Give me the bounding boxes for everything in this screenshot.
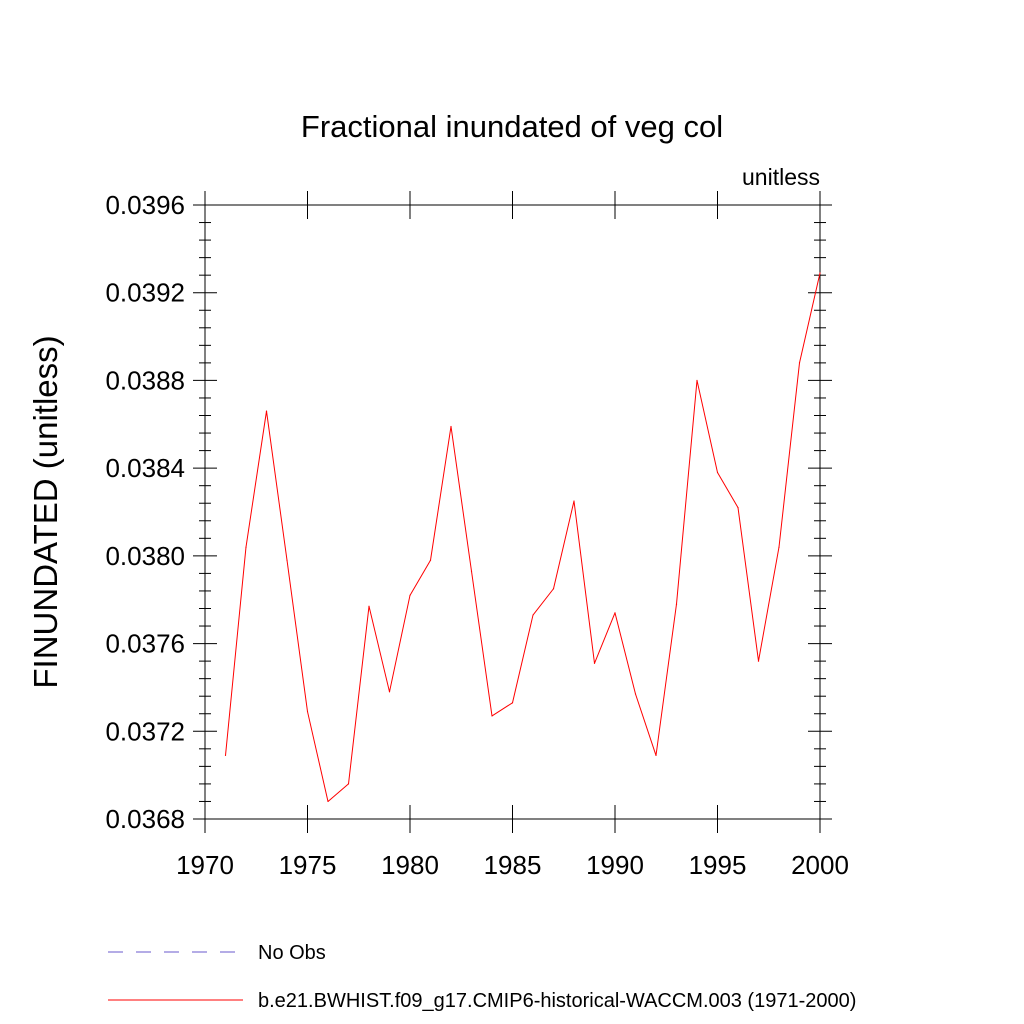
data-point <box>306 710 309 713</box>
x-tick-labels: 1970 1975 1980 1985 1990 1995 2000 <box>176 850 849 880</box>
data-point <box>265 410 268 412</box>
data-point <box>696 379 698 382</box>
data-point <box>491 715 493 717</box>
data-point <box>757 660 760 662</box>
x-tick-label: 1970 <box>176 850 234 880</box>
data-point <box>429 559 432 561</box>
data-point <box>716 471 719 474</box>
x-tick-label: 1995 <box>689 850 747 880</box>
data-point <box>737 507 739 509</box>
y-tick-label: 0.0368 <box>105 804 185 834</box>
y-tick-label: 0.0388 <box>105 365 185 395</box>
units-label: unitless <box>742 164 820 190</box>
x-tick-label: 1985 <box>484 850 542 880</box>
y-tick-labels: 0.0368 0.0372 0.0376 0.0380 0.0384 0.0388 0.03… <box>105 190 185 834</box>
series-group <box>224 272 821 803</box>
y-tick-label: 0.0392 <box>105 278 185 308</box>
axis-ticks <box>193 191 832 833</box>
y-axis-label: FINUNDATED (unitless) <box>27 335 64 688</box>
y-tick-label: 0.0376 <box>105 629 185 659</box>
data-point <box>573 500 575 502</box>
data-point <box>778 546 780 548</box>
plot-frame <box>204 204 821 820</box>
data-point <box>245 546 247 548</box>
chart-title: Fractional inundated of veg col <box>301 109 723 144</box>
data-point <box>798 362 801 364</box>
x-tick-label: 1990 <box>586 850 644 880</box>
y-tick-label: 0.0372 <box>105 716 185 746</box>
data-point <box>655 754 657 757</box>
data-point <box>675 603 678 605</box>
data-point <box>532 614 534 616</box>
data-point <box>450 425 452 428</box>
data-point <box>614 612 616 614</box>
data-point <box>593 662 596 664</box>
y-tick-label: 0.0380 <box>105 541 185 571</box>
y-tick-label: 0.0384 <box>105 453 185 483</box>
data-point <box>347 783 350 785</box>
data-point <box>470 570 473 572</box>
data-point <box>224 754 227 757</box>
series-line-0 <box>225 272 821 802</box>
data-point <box>511 702 514 704</box>
x-tick-label: 1975 <box>279 850 337 880</box>
data-point <box>819 272 821 274</box>
legend: No Obs b.e21.BWHIST.f09_g17.CMIP6-histori… <box>108 942 856 1012</box>
data-point <box>368 605 370 607</box>
data-point <box>409 594 411 596</box>
data-point <box>327 800 329 803</box>
data-point <box>388 691 391 693</box>
x-tick-label: 1980 <box>381 850 439 880</box>
legend-label-1: b.e21.BWHIST.f09_g17.CMIP6-historical-WA… <box>258 990 856 1012</box>
y-tick-label: 0.0396 <box>105 190 185 220</box>
data-point <box>634 693 637 695</box>
data-point <box>286 559 288 561</box>
data-point <box>552 588 555 590</box>
x-tick-label: 2000 <box>791 850 849 880</box>
legend-label-0: No Obs <box>258 942 326 964</box>
